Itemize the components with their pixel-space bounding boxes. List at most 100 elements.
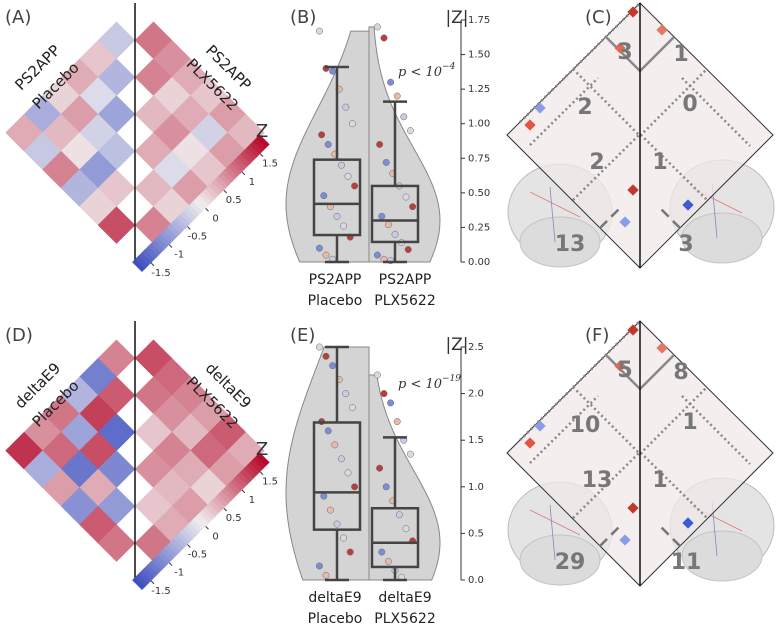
colorbar-step — [205, 185, 219, 199]
colorbar-tick — [187, 544, 191, 548]
colorbar-tick — [187, 226, 191, 230]
colorbar-step — [170, 220, 184, 234]
point — [340, 534, 348, 542]
region-count: 10 — [570, 413, 601, 438]
y-tick-label: 2.5 — [468, 342, 484, 353]
point — [406, 450, 414, 458]
region-count: 1 — [673, 42, 688, 67]
colorbar-step — [214, 493, 229, 508]
region-count: 1 — [652, 468, 667, 493]
x-tick-label: deltaE9 — [378, 590, 431, 606]
point — [400, 113, 408, 121]
colorbar-step — [157, 233, 171, 247]
highlight — [619, 216, 631, 228]
brain-lobe — [681, 212, 763, 264]
y-tick-label: 0.00 — [468, 257, 490, 268]
y-tick-label: 1.75 — [468, 15, 490, 26]
colorbar-tick-label: -1.5 — [151, 586, 171, 597]
colorbar-step — [141, 567, 156, 581]
colorbar-step — [224, 166, 238, 180]
y-tick-label: 1.25 — [468, 84, 490, 95]
colorbar-step — [154, 554, 168, 568]
colorbar-step — [243, 147, 257, 161]
colorbar-step — [157, 551, 171, 565]
y-tick-label: 0.75 — [468, 153, 490, 164]
colorbar-step — [233, 156, 248, 171]
colorbar — [132, 452, 270, 590]
panel-label: (F) — [585, 325, 609, 346]
p-value-exponent: −19 — [442, 374, 461, 384]
point — [344, 469, 352, 477]
point — [318, 131, 326, 139]
point — [324, 141, 332, 148]
y-tick-label: 1.5 — [468, 435, 484, 446]
point — [331, 441, 339, 449]
region-count: 0 — [682, 92, 697, 117]
highlight — [627, 502, 639, 514]
point — [373, 371, 381, 379]
colorbar-step — [192, 198, 206, 212]
point — [337, 455, 345, 463]
point — [322, 251, 330, 259]
point — [344, 172, 352, 180]
point — [322, 352, 330, 360]
point — [326, 506, 334, 514]
colorbar-step — [173, 535, 187, 549]
colorbar-step — [183, 525, 197, 540]
colorbar-step — [198, 509, 213, 524]
colorbar-step — [195, 194, 210, 209]
colorbar-step — [202, 188, 216, 202]
p-value-text: p < 10 — [398, 377, 442, 392]
p-value-text: p < 10 — [398, 65, 442, 80]
colorbar-step — [240, 468, 254, 482]
point — [393, 92, 401, 100]
colorbar — [132, 134, 270, 272]
y-tick-label: 2.0 — [468, 389, 484, 400]
colorbar-step — [227, 163, 241, 177]
region-count: 13 — [582, 468, 613, 493]
region-count: 11 — [671, 550, 702, 575]
point — [373, 23, 381, 31]
colorbar-step — [179, 528, 194, 543]
region-border — [599, 205, 681, 229]
colorbar-step — [246, 462, 261, 476]
region-border — [529, 77, 751, 201]
colorbar-tick-label: -0.5 — [188, 549, 208, 560]
point — [391, 230, 399, 238]
colorbar-step — [249, 458, 264, 473]
colorbar-step — [151, 239, 165, 253]
colorbar-step — [132, 576, 146, 590]
colorbar-tick — [223, 189, 228, 194]
colorbar-step — [253, 455, 267, 470]
y-tick-label: 1.0 — [468, 482, 484, 493]
colorbar-tick — [168, 244, 173, 248]
colorbar-tick-label: 1 — [249, 495, 255, 506]
point — [404, 246, 412, 254]
colorbar-tick — [205, 526, 209, 530]
x-tick-label: PLX5622 — [374, 611, 435, 626]
colorbar-step — [221, 169, 235, 183]
colorbar-tick-label: 1.5 — [262, 159, 278, 170]
colorbar-title: Z — [256, 121, 268, 142]
colorbar-step — [167, 223, 181, 237]
colorbar-step — [256, 134, 270, 148]
point — [324, 427, 332, 435]
region-border — [519, 2, 708, 138]
highlight — [682, 517, 694, 529]
colorbar-step — [148, 242, 162, 257]
colorbar-step — [160, 229, 175, 244]
colorbar-tick-label: 0 — [212, 213, 218, 224]
colorbar-tick — [259, 153, 264, 157]
point — [395, 511, 403, 519]
point — [384, 221, 392, 229]
point — [340, 222, 348, 230]
colorbar-step — [192, 516, 206, 530]
region-border — [529, 395, 751, 519]
colorbar-step — [218, 490, 232, 505]
y-tick-label: 1.00 — [468, 119, 490, 130]
point — [322, 571, 330, 579]
colorbar-step — [230, 477, 245, 492]
colorbar-tick-label: 1 — [249, 177, 255, 188]
colorbar-tick-label: -1 — [174, 568, 184, 579]
